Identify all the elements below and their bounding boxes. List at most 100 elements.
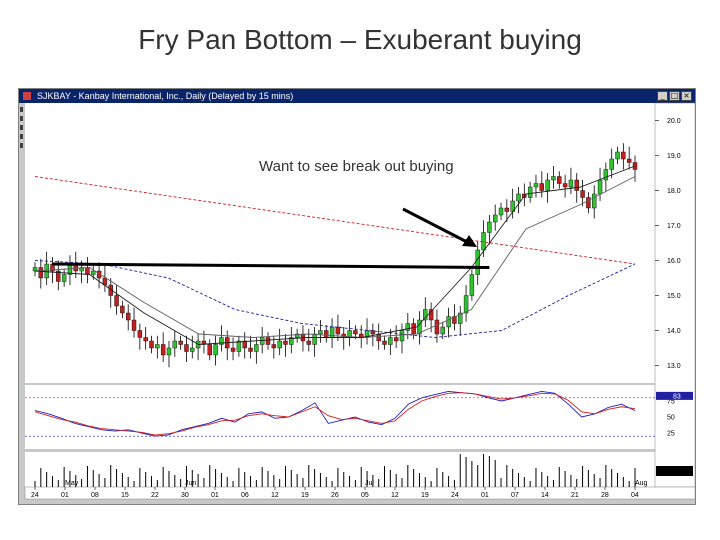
price-tick-label: 19.0 (667, 153, 681, 160)
candle-body (178, 340, 183, 345)
candle-body (120, 305, 125, 314)
candle-body (487, 221, 492, 233)
price-tick-label: 17.0 (667, 223, 681, 230)
candle-body (393, 337, 399, 342)
date-tick-label: 15 (121, 492, 129, 499)
candle-body (38, 267, 44, 279)
candle-body (370, 330, 376, 335)
candle-body (609, 158, 614, 170)
volume-panel (25, 452, 655, 487)
candle-body (56, 270, 61, 282)
candle-body (85, 267, 90, 275)
candle-body (545, 179, 550, 191)
candle-body (91, 270, 96, 275)
candle-body (562, 183, 568, 188)
volume-value-badge (656, 466, 693, 476)
candle-body (615, 151, 620, 160)
moving-average-line (34, 176, 636, 338)
candle-body (603, 169, 609, 181)
candle-body (306, 340, 311, 345)
candle-body (557, 176, 562, 184)
candle-body (586, 197, 591, 209)
candle-body (79, 267, 84, 272)
candle-body (592, 193, 597, 209)
candle-body (294, 333, 300, 338)
candle-body (318, 330, 323, 335)
candle-body (417, 319, 422, 335)
candle-body (242, 340, 247, 349)
candle-body (190, 347, 195, 352)
moving-average-line (34, 260, 636, 338)
candle-body (277, 340, 282, 349)
candle-body (248, 347, 253, 352)
date-tick-label: 30 (181, 492, 189, 499)
candle-body (411, 323, 416, 335)
oscillator-tick-label: 75 (667, 399, 675, 406)
candle-body (137, 330, 143, 338)
date-tick-label: 24 (31, 492, 39, 499)
candle-body (335, 326, 341, 335)
date-tick-label: 19 (421, 492, 429, 499)
candle-body (446, 316, 451, 328)
date-tick-label: 19 (301, 492, 309, 499)
toolbar-tool-icon (20, 125, 23, 130)
window-title: SJKBAY - Kanbay International, Inc., Dai… (37, 91, 294, 101)
candle-body (574, 179, 579, 191)
resistance-line (52, 262, 490, 269)
date-tick-label: 24 (451, 492, 459, 499)
candle-body (516, 193, 521, 202)
candle-body (126, 312, 131, 321)
price-tick-label: 14.0 (667, 328, 681, 335)
candle-body (469, 274, 475, 296)
date-tick-label: 06 (241, 492, 249, 499)
candle-body (527, 186, 533, 198)
candle-body (568, 179, 574, 188)
oscillator-value-badge (656, 391, 693, 400)
candle-body (143, 337, 148, 342)
minimize-icon[interactable]: _ (657, 91, 668, 101)
maximize-icon[interactable]: □ (669, 91, 680, 101)
candle-body (230, 347, 236, 352)
date-tick-label: 21 (571, 492, 579, 499)
candle-body (61, 274, 67, 282)
month-label: Aug (635, 480, 648, 487)
price-tick-label: 18.0 (667, 188, 681, 195)
candle-body (388, 337, 393, 345)
candle-body (289, 337, 294, 345)
candle-body (131, 319, 137, 331)
candle-body (271, 344, 277, 349)
candle-body (492, 214, 498, 223)
toolbar-tool-icon (20, 134, 23, 139)
chart-window: SJKBAY - Kanbay International, Inc., Dai… (18, 88, 696, 505)
close-icon[interactable]: × (681, 91, 692, 101)
date-tick-label: 12 (391, 492, 399, 499)
candle-body (32, 267, 38, 272)
candle-body (440, 326, 445, 335)
candle-body (405, 323, 411, 331)
month-label: May (65, 480, 79, 487)
date-tick-label: 28 (601, 492, 609, 499)
candle-body (166, 347, 172, 356)
candle-body (184, 344, 189, 352)
candle-body (312, 333, 317, 345)
moving-average-line (34, 165, 636, 345)
price-tick-label: 20.0 (667, 118, 681, 125)
candle-body (283, 340, 288, 345)
candle-body (580, 190, 585, 198)
date-tick-label: 08 (91, 492, 99, 499)
candle-body (353, 330, 358, 335)
date-tick-label: 22 (151, 492, 159, 499)
window-titlebar: SJKBAY - Kanbay International, Inc., Dai… (19, 89, 695, 103)
chart-canvas: 20.0 19.0 18.0 17.0 16.0 15.0 14.0 13.0 Want to … (20, 102, 695, 500)
price-tick-label: 13.0 (667, 363, 681, 370)
date-axis-panel (24, 486, 695, 500)
candle-body (155, 344, 160, 349)
candle-body (265, 337, 271, 345)
oscillator-last-value: 83 (673, 393, 681, 400)
candle-body (498, 207, 504, 216)
price-axis-panel (654, 102, 695, 488)
candle-body (621, 151, 626, 160)
price-tick-label: 16.0 (667, 258, 681, 265)
oscillator-d-line (34, 392, 636, 436)
candle-body (213, 344, 218, 356)
